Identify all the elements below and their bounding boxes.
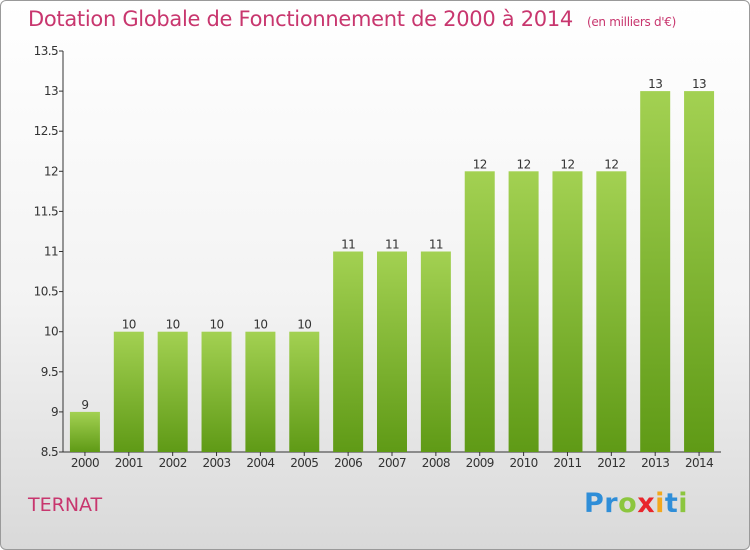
chart-unit: (en milliers d'€) bbox=[586, 15, 676, 29]
y-tick-label: 13.5 bbox=[34, 44, 58, 58]
data-label: 9 bbox=[81, 398, 88, 412]
bar bbox=[201, 331, 232, 452]
logo-letter: P bbox=[584, 488, 605, 519]
logo-letter: i bbox=[678, 488, 689, 519]
bar bbox=[508, 171, 539, 453]
y-tick-label: 11.5 bbox=[34, 204, 58, 218]
x-tick-label: 2003 bbox=[202, 456, 230, 470]
logo-letter: t bbox=[664, 488, 679, 519]
bar bbox=[552, 171, 583, 453]
bar bbox=[69, 411, 100, 452]
y-tick-label: 12.5 bbox=[34, 124, 58, 138]
data-label: 12 bbox=[604, 157, 618, 171]
x-tick-label: 2009 bbox=[466, 456, 494, 470]
x-tick-label: 2013 bbox=[641, 456, 669, 470]
data-label: 11 bbox=[429, 238, 443, 252]
x-tick-label: 2001 bbox=[115, 456, 143, 470]
x-tick-label: 2006 bbox=[334, 456, 362, 470]
x-tick-label: 2012 bbox=[597, 456, 625, 470]
data-label: 10 bbox=[253, 318, 267, 332]
data-label: 12 bbox=[560, 157, 574, 171]
x-tick-label: 2011 bbox=[553, 456, 581, 470]
y-tick-label: 12 bbox=[44, 164, 58, 178]
data-label: 12 bbox=[473, 157, 487, 171]
y-tick-label: 9.5 bbox=[41, 365, 58, 379]
proxiti-logo: Proxiti bbox=[584, 488, 688, 519]
x-tick-label: 2008 bbox=[422, 456, 450, 470]
bar bbox=[464, 171, 495, 453]
x-tick-label: 2005 bbox=[290, 456, 318, 470]
data-label: 10 bbox=[166, 318, 180, 332]
y-tick-label: 13 bbox=[44, 84, 58, 98]
data-label: 13 bbox=[648, 77, 662, 91]
x-tick-label: 2002 bbox=[159, 456, 187, 470]
y-tick-label: 11 bbox=[44, 245, 58, 259]
bar bbox=[333, 251, 364, 452]
bar bbox=[113, 331, 144, 452]
bar bbox=[377, 251, 407, 452]
y-tick-label: 10 bbox=[44, 325, 58, 339]
x-tick-label: 2010 bbox=[510, 456, 538, 470]
y-tick-label: 10.5 bbox=[34, 285, 58, 299]
bar bbox=[596, 171, 627, 453]
data-label: 10 bbox=[297, 318, 311, 332]
x-tick-label: 2014 bbox=[685, 456, 713, 470]
x-tick-label: 2004 bbox=[246, 456, 274, 470]
bar bbox=[684, 91, 715, 452]
y-tick-label: 8.5 bbox=[41, 445, 58, 459]
bar bbox=[157, 331, 188, 452]
y-tick-label: 9 bbox=[51, 405, 58, 419]
x-tick-label: 2007 bbox=[378, 456, 406, 470]
data-label: 11 bbox=[341, 238, 355, 252]
data-label: 10 bbox=[209, 318, 223, 332]
data-label: 11 bbox=[385, 238, 399, 252]
x-tick-label: 2000 bbox=[71, 456, 99, 470]
commune-name: TERNAT bbox=[28, 494, 103, 516]
bar bbox=[420, 251, 451, 452]
logo-letter: i bbox=[655, 488, 665, 519]
logo-letter: o bbox=[618, 488, 638, 519]
data-label: 10 bbox=[122, 318, 136, 332]
bar bbox=[640, 91, 671, 452]
logo-letter: r bbox=[604, 488, 619, 519]
chart-title-text: Dotation Globale de Fonctionnement de 20… bbox=[28, 7, 573, 31]
chart-title: Dotation Globale de Fonctionnement de 20… bbox=[28, 7, 676, 31]
bar bbox=[289, 331, 320, 452]
data-label: 13 bbox=[692, 77, 706, 91]
data-label: 12 bbox=[517, 157, 531, 171]
bar bbox=[245, 331, 276, 452]
logo-letter: x bbox=[637, 488, 656, 519]
